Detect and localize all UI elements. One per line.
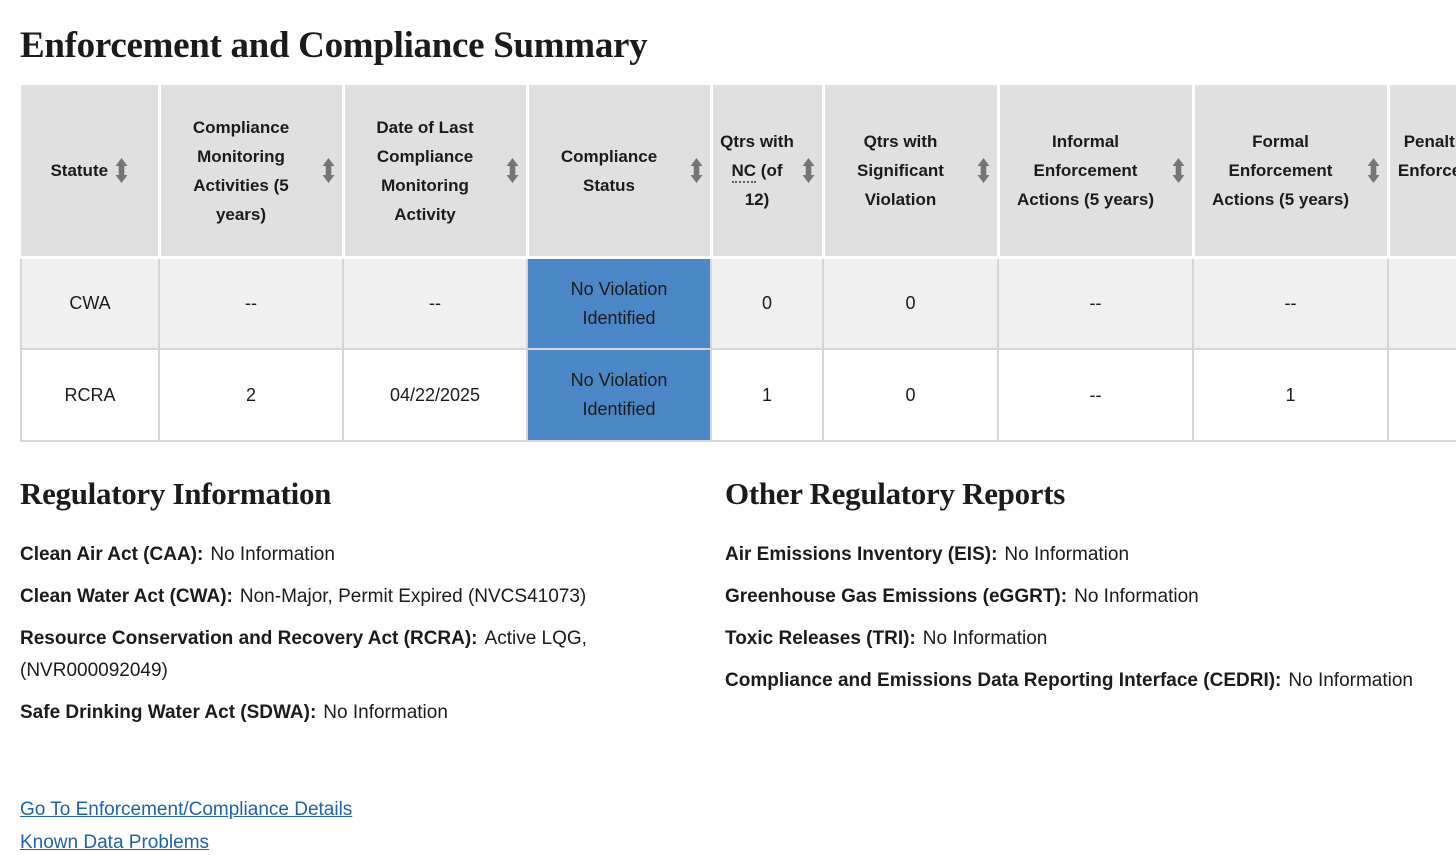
sort-icon[interactable] (1367, 158, 1380, 184)
cell-statute: CWA (20, 256, 160, 351)
info-value: No Information (323, 701, 448, 723)
footer-links: Go To Enforcement/Compliance Details Kno… (20, 793, 1456, 865)
info-item-caa: Clean Air Act (CAA): No Information (20, 539, 690, 571)
table-row-rcra: RCRA 2 04/22/2025 No Violation Identifie… (20, 348, 1456, 443)
cell-qtrs-nc: 1 (710, 348, 824, 443)
cell-penalties (1387, 348, 1456, 443)
info-item-sdwa: Safe Drinking Water Act (SDWA): No Inform… (20, 697, 690, 729)
sort-icon[interactable] (506, 158, 519, 184)
cell-statute: RCRA (20, 348, 160, 443)
cell-informal-enforcement: -- (997, 256, 1194, 351)
col-header-label: Qtrs with Significant Violation (857, 132, 944, 210)
info-label: Compliance and Emissions Data Reporting … (725, 669, 1282, 691)
col-header-label: Compliance Status (560, 146, 658, 195)
col-header-compliance-status[interactable]: Compliance Status (525, 85, 713, 259)
info-value: No Information (1288, 669, 1413, 691)
known-data-problems-link[interactable]: Known Data Problems (20, 831, 210, 853)
sort-icon[interactable] (115, 158, 128, 184)
nc-abbreviation: NC (731, 161, 757, 184)
page-title: Enforcement and Compliance Summary (20, 25, 648, 66)
col-header-label: Penalties from Formal Enforcement Action… (1397, 132, 1456, 181)
cell-monitoring-activities: 2 (158, 348, 344, 443)
info-value: Active LQG, (NVR000092049) (20, 627, 587, 681)
info-label: Clean Air Act (CAA): (20, 543, 204, 565)
enforcement-compliance-page: Enforcement and Compliance Summary Statu… (0, 24, 1456, 865)
col-header-compliance-monitoring[interactable]: Compliance Monitoring Activities (5 year… (157, 85, 345, 259)
regulatory-information-section: Regulatory Information Clean Air Act (CA… (20, 442, 690, 738)
col-header-penalties-formal-enforcement[interactable]: Penalties from Formal Enforcement Action… (1386, 85, 1456, 259)
cell-qtrs-significant-violation: 0 (822, 348, 999, 443)
info-item-cwa: Clean Water Act (CWA): Non-Major, Permit … (20, 581, 690, 613)
table-header-row: Statute Compliance Monitoring Activities… (21, 85, 1456, 259)
info-label: Safe Drinking Water Act (SDWA): (20, 701, 317, 723)
sort-icon[interactable] (322, 158, 335, 184)
info-value: No Information (1074, 585, 1199, 607)
regulatory-sections: Regulatory Information Clean Air Act (CA… (20, 442, 1436, 738)
cell-informal-enforcement: -- (997, 348, 1194, 443)
col-header-label: Formal Enforcement Actions (5 years) (1212, 132, 1349, 210)
cell-monitoring-activities: -- (158, 256, 344, 351)
info-label: Air Emissions Inventory (EIS): (725, 543, 998, 565)
info-value: No Information (1004, 543, 1130, 565)
col-header-qtrs-nc[interactable]: Qtrs with NC (of 12) (709, 85, 825, 259)
info-item-rcra: Resource Conservation and Recovery Act (… (20, 623, 690, 687)
cell-qtrs-significant-violation: 0 (822, 256, 999, 351)
section-title: Other Regulatory Reports (725, 476, 1066, 512)
cell-qtrs-nc: 0 (710, 256, 824, 351)
other-regulatory-reports-section: Other Regulatory Reports Air Emissions I… (725, 442, 1436, 738)
enforcement-compliance-summary-table: Statute Compliance Monitoring Activities… (20, 85, 1456, 443)
info-label: Resource Conservation and Recovery Act (… (20, 627, 478, 649)
cell-compliance-status: No Violation Identified (526, 256, 712, 351)
cell-penalties (1387, 256, 1456, 351)
col-header-informal-enforcement[interactable]: Informal Enforcement Actions (5 years) (996, 85, 1195, 259)
info-value: No Information (210, 543, 335, 565)
sort-icon[interactable] (977, 158, 990, 184)
cell-formal-enforcement: -- (1192, 256, 1389, 351)
info-label: Greenhouse Gas Emissions (eGGRT): (725, 585, 1068, 607)
col-header-label: Informal Enforcement Actions (5 years) (1017, 132, 1154, 210)
info-value: Non-Major, Permit Expired (NVCS41073) (239, 585, 587, 607)
info-label: Toxic Releases (TRI): (725, 627, 916, 649)
info-item-tri: Toxic Releases (TRI): No Information (725, 623, 1436, 655)
info-value: No Information (922, 627, 1048, 649)
col-header-formal-enforcement[interactable]: Formal Enforcement Actions (5 years) (1191, 85, 1390, 259)
col-header-label: Statute (50, 161, 109, 181)
sort-icon[interactable] (802, 158, 815, 184)
info-item-eggrt: Greenhouse Gas Emissions (eGGRT): No Info… (725, 581, 1436, 613)
col-header-label: Qtrs with NC (of 12) (720, 132, 794, 210)
sort-icon[interactable] (690, 158, 703, 184)
col-header-label: Date of Last Compliance Monitoring Activ… (376, 117, 474, 224)
cell-compliance-status: No Violation Identified (526, 348, 712, 443)
info-item-cedri: Compliance and Emissions Data Reporting … (725, 665, 1436, 697)
col-header-statute[interactable]: Statute (21, 85, 161, 259)
col-header-label: Compliance Monitoring Activities (5 year… (192, 117, 290, 224)
table-row-cwa: CWA -- -- No Violation Identified 0 0 --… (20, 256, 1456, 351)
enforcement-compliance-details-link[interactable]: Go To Enforcement/Compliance Details (20, 798, 353, 820)
info-label: Clean Water Act (CWA): (20, 585, 233, 607)
col-header-qtrs-significant-violation[interactable]: Qtrs with Significant Violation (821, 85, 1000, 259)
col-header-date-last-monitoring[interactable]: Date of Last Compliance Monitoring Activ… (341, 85, 529, 259)
cell-date-last-monitoring: -- (342, 256, 528, 351)
sort-icon[interactable] (1172, 158, 1185, 184)
cell-formal-enforcement: 1 (1192, 348, 1389, 443)
cell-date-last-monitoring: 04/22/2025 (342, 348, 528, 443)
info-item-eis: Air Emissions Inventory (EIS): No Informa… (725, 539, 1436, 571)
section-title: Regulatory Information (20, 476, 332, 512)
